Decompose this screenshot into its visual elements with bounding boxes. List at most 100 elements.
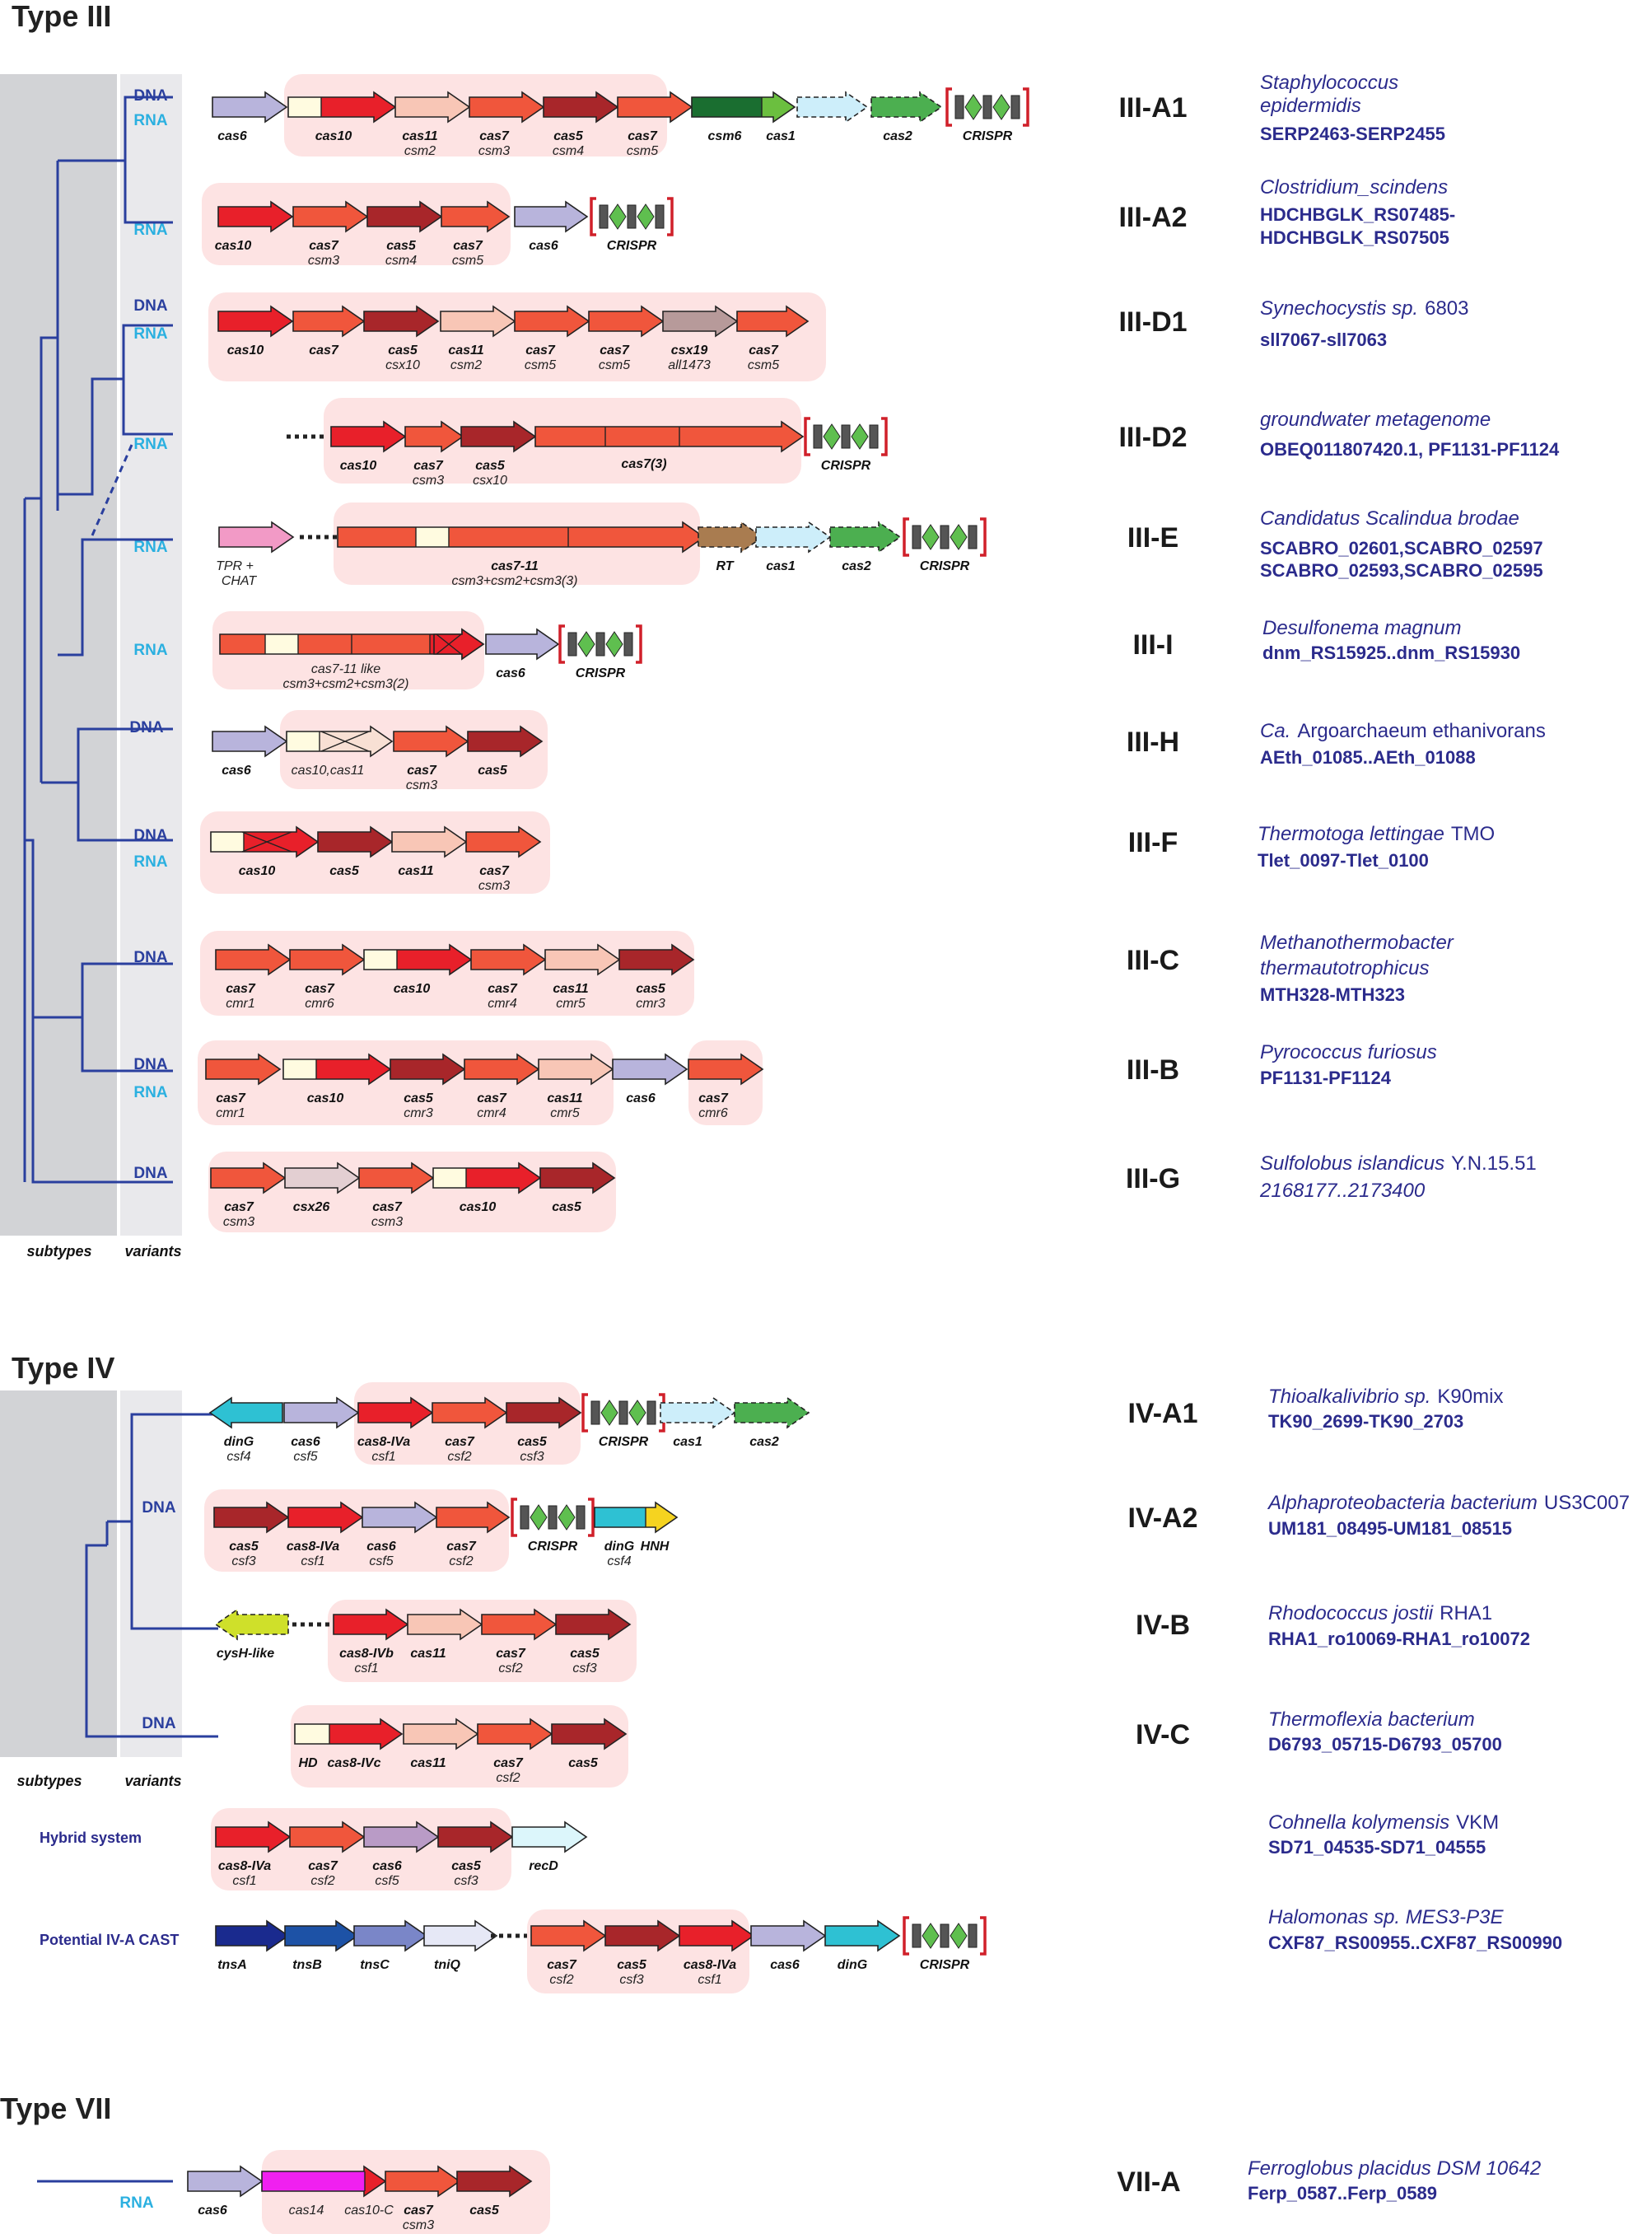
subtype-label: III-C [1127, 945, 1179, 976]
cysH-like-arrow [214, 1608, 289, 1641]
variant-dna: DNA [133, 1056, 167, 1073]
gene-alias: csm3 [403, 2218, 434, 2232]
locus-ids: HDCHBGLK_RS07485- [1260, 204, 1455, 225]
gene-name: cas7 [446, 1540, 477, 1554]
cas7-arrow [358, 1161, 435, 1194]
gene-name: cas10-C [344, 2204, 394, 2218]
gene-alias: csf2 [549, 1973, 573, 1987]
subtype-label: IV-A2 [1127, 1503, 1197, 1534]
organism-strain: Argoarchaeum ethanivorans [1297, 720, 1546, 742]
gene-name: cas7 [600, 344, 630, 358]
variant-dna: DNA [133, 1165, 167, 1182]
gene-name: cas7 [479, 864, 510, 878]
gene-name: cas10 [340, 459, 377, 473]
crispr-array: CRISPR [804, 417, 888, 473]
gene-name: cas6 [496, 666, 525, 680]
cas10-arrow [330, 420, 407, 453]
gene-name: cas5 [617, 1958, 647, 1972]
cas7-arrow [404, 420, 464, 453]
cas5-arrow [317, 825, 394, 858]
subtype-label: IV-A1 [1127, 1398, 1197, 1429]
gene-name: cas8-IVa [684, 1958, 736, 1972]
cas2-arrow [870, 91, 943, 124]
organism-italic: Staphylococcus [1260, 72, 1398, 94]
crispr-array: CRISPR [945, 87, 1029, 143]
subtype-label: IV-B [1136, 1610, 1190, 1641]
gene-name: cas5 [570, 1647, 600, 1661]
organism-italic: Ca. [1260, 720, 1290, 742]
cas6-arrow [362, 1501, 438, 1534]
organism-italic: Thioalkalivibrio sp. [1268, 1386, 1430, 1408]
organism-strain: RHA1 [1440, 1602, 1492, 1624]
gene-name: cas10 [460, 1200, 497, 1214]
variant-rna: RNA [133, 222, 167, 239]
gene-name: cas1 [673, 1435, 702, 1449]
organism-name: Thermoflexia bacterium [1268, 1708, 1475, 1731]
gene-name: cas7 [493, 1756, 524, 1770]
cas7-arrow [736, 305, 810, 338]
gene-name: cas10 [315, 129, 352, 143]
organism-name: Staphylococcus [1260, 72, 1398, 94]
organism-italic: Pyrococcus furiosus [1260, 1041, 1437, 1063]
cas10-arrow [210, 825, 320, 858]
organism-name: Sulfolobus islandicus Y.N.15.51 [1260, 1152, 1537, 1175]
gene-name: cas7 [628, 129, 658, 143]
cas6-arrow [514, 200, 589, 233]
gene-alias: csm3+csm2+csm3(3) [452, 574, 578, 588]
crispr-label: CRISPR [920, 1958, 970, 1972]
subtype-entry: III-C Methanothermobacter thermautotrophic… [1127, 932, 1454, 1005]
subtype-entry: Halomonas sp. MES3-P3E CXF87_RS00955..CXF… [1268, 1906, 1562, 1953]
variant-rna: RNA [133, 325, 167, 343]
gene-name: cas11 [547, 1091, 582, 1105]
subtype-label: III-D2 [1118, 422, 1187, 453]
gene-alias: cmr3 [636, 997, 665, 1011]
gene-alias: csf1 [354, 1661, 378, 1676]
cas7-arrow [464, 1053, 540, 1086]
gene-name: cas11 [410, 1756, 446, 1770]
cas7-11-arrow [337, 521, 706, 554]
organism-italic: Synechocystis sp. [1260, 297, 1418, 320]
locus-ids: MTH328-MTH323 [1260, 984, 1405, 1005]
gene-alias: csf2 [310, 1874, 334, 1888]
gene-alias: csf1 [698, 1973, 721, 1987]
gene-name: cas10 [227, 344, 264, 358]
gene-name: cas7 [308, 1859, 338, 1873]
cas11-arrow [544, 943, 621, 976]
crispr-array: CRISPR [511, 1498, 595, 1554]
gene-alias: csm2 [404, 144, 436, 158]
gene-alias: cmr5 [556, 997, 586, 1011]
cas7-arrow [514, 305, 590, 338]
gene-alias: cmr3 [404, 1106, 433, 1120]
cas7-arrow [441, 200, 511, 233]
organism-name: Clostridium_scindens [1260, 176, 1448, 199]
subtype-entry: Cohnella kolymensis VKM SD71_04535-SD71_04… [1268, 1811, 1499, 1858]
gene-alias: csm5 [452, 254, 483, 268]
cas11-arrow [538, 1053, 614, 1086]
gene-alias: csf3 [619, 1973, 643, 1987]
variant-rna: RNA [133, 1084, 167, 1101]
locus-ids: CXF87_RS00955..CXF87_RS00990 [1268, 1933, 1562, 1953]
subtype-entry: III-I Desulfonema magnum dnm_RS15925..dnm_… [1132, 617, 1520, 663]
cas10-cross-arrow [433, 628, 485, 661]
cas5-arrow [551, 1718, 628, 1750]
locus-ids: dnm_RS15925..dnm_RS15930 [1262, 643, 1520, 663]
cas2-arrow [734, 1396, 810, 1429]
gene-name: cas11 [398, 864, 433, 878]
variant-rna: RNA [133, 853, 167, 871]
gene-name: cas10,cas11 [292, 764, 365, 778]
subtype-entry: IV-A2 Alphaproteobacteria bacterium US3C00… [1127, 1492, 1629, 1539]
gene-name: tnsC [360, 1958, 390, 1972]
cas5-arrow [390, 1053, 466, 1086]
cas5-arrow [604, 1919, 681, 1952]
gene-alias: csf4 [607, 1554, 631, 1568]
cas7-arrow [617, 91, 693, 124]
organism-italic: Thermoflexia bacterium [1268, 1708, 1475, 1731]
gene-alias: csx10 [473, 474, 507, 488]
gene-alias: cmr6 [698, 1106, 728, 1120]
gene-name: cas8-IVb [339, 1647, 394, 1661]
cas7-arrow [477, 1718, 553, 1750]
tnsB-arrow [284, 1919, 359, 1952]
organism-name: Pyrococcus furiosus [1260, 1041, 1437, 1063]
gene-alias: csm4 [553, 144, 584, 158]
cas6-arrow [283, 1396, 360, 1429]
